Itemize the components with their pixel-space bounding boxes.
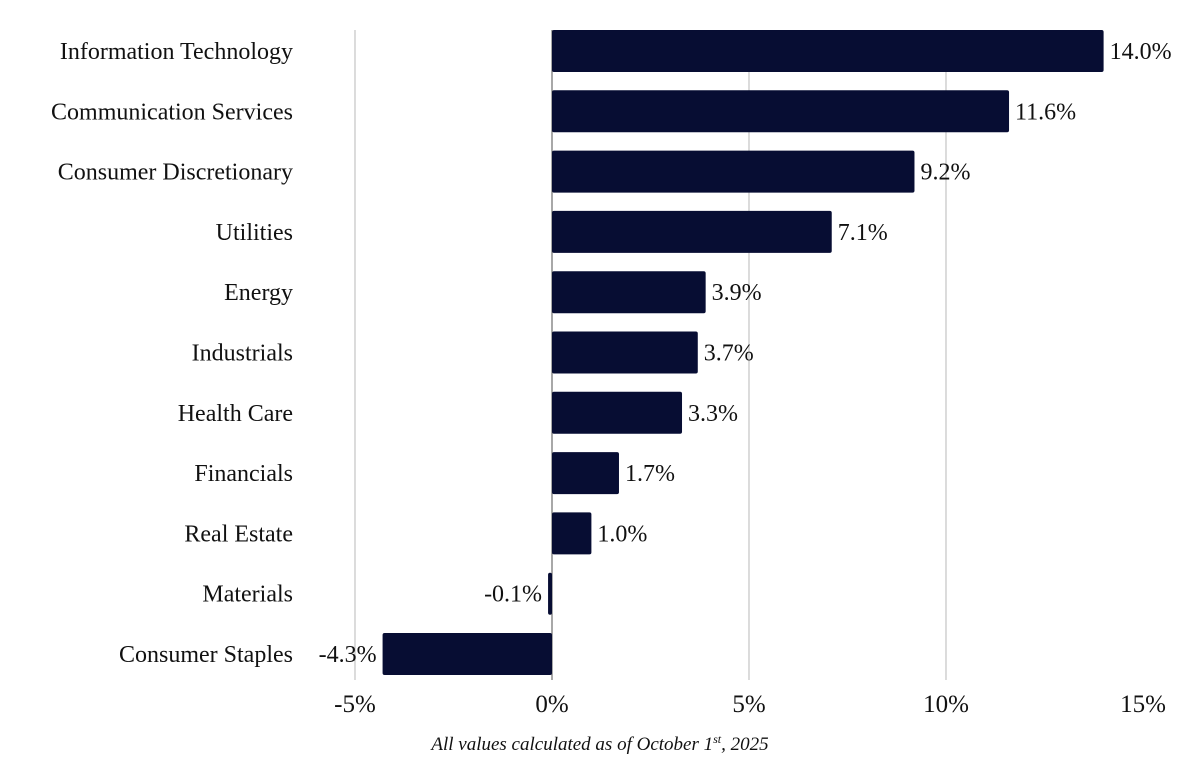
category-label: Industrials [192, 341, 293, 367]
category-label: Energy [224, 280, 293, 306]
value-label: 11.6% [1015, 99, 1076, 125]
x-tick-label: 0% [535, 691, 568, 718]
category-label: Communication Services [51, 99, 293, 125]
value-label: -0.1% [484, 582, 542, 608]
x-tick-label: 5% [732, 691, 765, 718]
bar [548, 572, 552, 615]
value-label: 3.9% [712, 280, 762, 306]
bar [552, 331, 698, 374]
bar [552, 210, 832, 253]
value-label: 1.0% [597, 521, 647, 547]
category-label: Information Technology [60, 39, 293, 65]
category-label: Financials [194, 461, 293, 487]
category-labels: Information Technology Communication Serv… [51, 39, 293, 668]
category-label: Health Care [178, 401, 293, 427]
value-label: 14.0% [1110, 39, 1172, 65]
category-label: Utilities [216, 220, 293, 246]
category-label: Real Estate [184, 521, 293, 547]
x-tick-label: 10% [923, 691, 969, 718]
value-label: -4.3% [319, 642, 377, 668]
bar [382, 633, 552, 675]
bar [552, 391, 683, 434]
category-label: Consumer Discretionary [58, 160, 293, 186]
bar [552, 512, 592, 555]
category-label: Materials [202, 582, 293, 608]
value-label: 7.1% [838, 220, 888, 246]
value-labels: 14.0% 11.6% 9.2% 7.1% 3.9% 3.7% 3.3% 1.7% 1.0% -0… [319, 39, 1172, 668]
value-label: 9.2% [920, 160, 970, 186]
footnote-prefix: All values calculated as of October 1 [429, 734, 713, 755]
x-tick-label: -5% [334, 691, 376, 718]
bar [552, 90, 1010, 133]
footnote: All values calculated as of October 1st,… [429, 732, 768, 755]
x-axis-tick-labels: -5% 0% 5% 10% 15% [334, 691, 1166, 718]
value-label: 3.7% [704, 341, 754, 367]
bar [552, 452, 619, 495]
bar [552, 30, 1104, 72]
value-label: 1.7% [625, 461, 675, 487]
category-label: Consumer Staples [119, 642, 293, 668]
bar [552, 271, 706, 314]
footnote-suffix: , 2025 [721, 734, 769, 755]
bars [382, 30, 1104, 675]
footnote-superscript: st [713, 732, 722, 746]
x-tick-label: 15% [1120, 691, 1166, 718]
bar [552, 150, 915, 193]
value-label: 3.3% [688, 401, 738, 427]
